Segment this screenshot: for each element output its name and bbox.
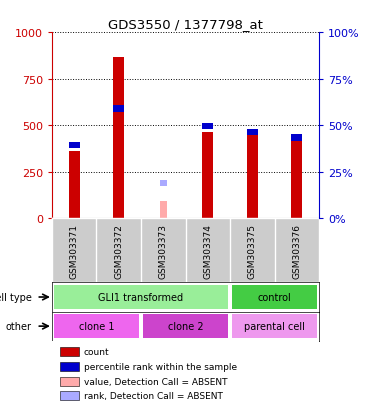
Bar [232,285,317,309]
Bar [113,106,124,112]
Text: GSM303376: GSM303376 [292,223,301,278]
Bar [232,314,317,339]
Bar [202,123,213,130]
Bar [54,285,228,309]
Bar [160,201,167,219]
Text: rank, Detection Call = ABSENT: rank, Detection Call = ABSENT [84,391,223,400]
Text: value, Detection Call = ABSENT: value, Detection Call = ABSENT [84,377,227,386]
Bar [60,362,79,371]
Bar [143,314,228,339]
Text: GSM303375: GSM303375 [248,223,257,278]
Bar [60,347,79,356]
Bar [202,133,213,219]
Text: percentile rank within the sample: percentile rank within the sample [84,362,237,371]
Bar [160,180,167,187]
Bar [69,142,80,149]
Bar [247,129,258,136]
Text: parental cell: parental cell [244,321,305,331]
Bar [291,135,302,141]
Bar [54,314,139,339]
Text: count: count [84,347,109,356]
Bar [247,134,258,219]
Text: GSM303373: GSM303373 [159,223,168,278]
Text: GSM303371: GSM303371 [70,223,79,278]
Text: control: control [258,292,291,302]
Bar [69,152,80,219]
Title: GDS3550 / 1377798_at: GDS3550 / 1377798_at [108,17,263,31]
Bar [60,377,79,386]
Text: GSM303374: GSM303374 [203,223,212,278]
Bar [60,392,79,400]
Text: cell type: cell type [0,292,32,302]
Text: clone 2: clone 2 [168,321,203,331]
Text: other: other [6,321,32,331]
Text: GSM303372: GSM303372 [114,223,123,278]
Bar [291,137,302,219]
Bar [113,58,124,219]
Text: GLI1 transformed: GLI1 transformed [98,292,184,302]
Text: clone 1: clone 1 [79,321,114,331]
